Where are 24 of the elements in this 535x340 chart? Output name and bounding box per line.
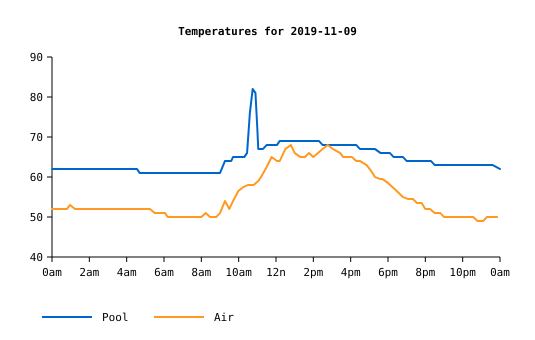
x-tick-label: 8pm bbox=[415, 266, 436, 279]
x-tick-label: 4pm bbox=[340, 266, 361, 279]
x-tick-label: 8am bbox=[191, 266, 212, 279]
chart-title: Temperatures for 2019-11-09 bbox=[178, 25, 357, 38]
x-tick-label: 10pm bbox=[449, 266, 476, 279]
legend-label: Pool bbox=[102, 311, 128, 324]
x-tick-label: 6am bbox=[154, 266, 174, 279]
line-series bbox=[51, 144, 498, 222]
y-tick-label: 70 bbox=[30, 131, 43, 144]
x-tick-label: 10am bbox=[225, 266, 252, 279]
y-tick-label: 40 bbox=[30, 251, 43, 264]
x-tick-label: 2am bbox=[79, 266, 100, 279]
x-tick-label: 2pm bbox=[303, 266, 324, 279]
line-series bbox=[51, 88, 501, 174]
legend-label: Air bbox=[214, 311, 234, 324]
x-tick-label: 6pm bbox=[378, 266, 398, 279]
x-tick-label: 4am bbox=[116, 266, 137, 279]
x-tick-label: 0am bbox=[42, 266, 62, 279]
y-tick-label: 60 bbox=[30, 171, 43, 184]
y-tick-label: 90 bbox=[30, 51, 43, 64]
x-tick-label: 12n bbox=[266, 266, 286, 279]
y-tick-label: 80 bbox=[30, 91, 43, 104]
x-tick-label: 0am bbox=[490, 266, 510, 279]
y-tick-label: 50 bbox=[30, 211, 43, 224]
